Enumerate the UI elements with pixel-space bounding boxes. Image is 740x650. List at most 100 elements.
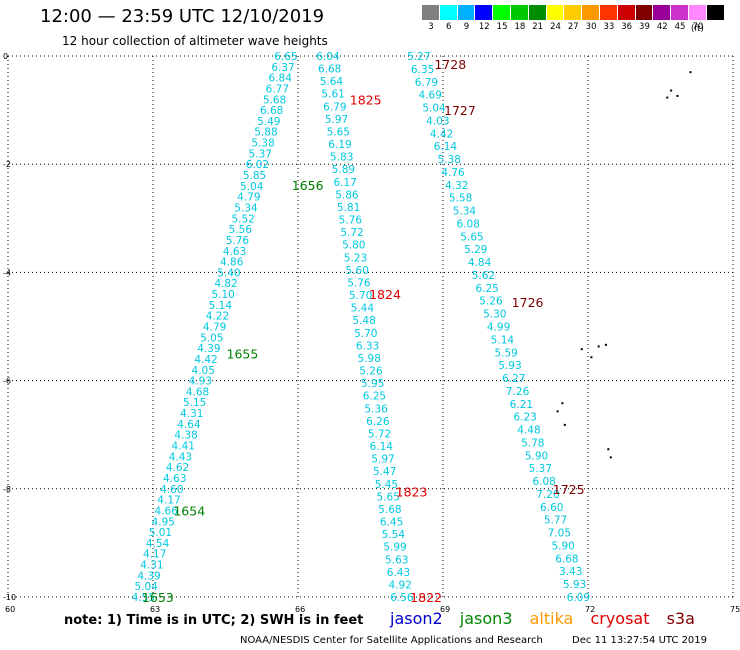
swh-value: 6.14: [434, 141, 458, 153]
swh-value: 6.14: [370, 441, 394, 453]
swh-value: 5.49: [257, 116, 280, 128]
legend-swatch: [599, 5, 618, 20]
swh-value: 5.63: [385, 554, 408, 566]
legend-label: 18: [514, 22, 526, 32]
swh-value: 6.26: [366, 416, 390, 428]
legend-swatch: [457, 5, 476, 20]
swh-value: 5.93: [498, 360, 521, 372]
swh-value: 5.44: [351, 303, 375, 315]
swh-value: 5.56: [229, 224, 253, 236]
swh-value: 5.68: [378, 504, 401, 516]
footer-credit: NOAA/NESDIS Center for Satellite Applica…: [240, 635, 543, 646]
legend-label: 70: [692, 22, 704, 32]
swh-value: 4.63: [163, 473, 186, 485]
jason2-label: jason2: [390, 609, 443, 628]
swh-value: 6.68: [555, 553, 578, 565]
swh-value: 5.14: [491, 334, 515, 346]
swh-value: 6.35: [411, 64, 434, 76]
pass-time-label: 1654: [173, 503, 205, 518]
swh-value: 5.65: [376, 491, 399, 503]
swh-value: 5.61: [321, 89, 344, 101]
swh-value: 4.76: [441, 167, 465, 179]
legend-cell: 36: [617, 5, 636, 32]
swh-value: 6.79: [415, 77, 438, 89]
cryosat-label: cryosat: [590, 609, 650, 628]
swh-value: 5.47: [373, 466, 396, 478]
swh-value: 6.33: [356, 340, 379, 352]
legend-cell: 18: [510, 5, 529, 32]
swh-value: 4.64: [177, 419, 201, 431]
swh-value: 5.76: [226, 235, 250, 247]
swh-value: 5.04: [240, 181, 264, 193]
swh-value: 5.27: [407, 51, 430, 63]
swh-value: 5.45: [375, 479, 398, 491]
legend-label: 45: [674, 22, 686, 32]
legend-swatch: [688, 5, 707, 20]
swh-value: 6.25: [363, 391, 386, 403]
swh-value: 6.08: [532, 476, 555, 488]
legend-label: 30: [585, 22, 597, 32]
swh-value: 4.41: [172, 441, 195, 453]
swh-value: 5.90: [551, 540, 574, 552]
swh-value: 4.69: [419, 90, 442, 102]
swh-value: 5.34: [234, 202, 258, 214]
swh-value: 5.29: [464, 244, 487, 256]
island-mark: [580, 348, 583, 351]
swh-value: 5.37: [529, 463, 552, 475]
lat-tick-label: -6: [3, 377, 11, 386]
swh-value: 5.89: [332, 164, 355, 176]
footer-timestamp: Dec 11 13:27:54 UTC 2019: [572, 635, 708, 646]
lon-tick-label: 72: [585, 605, 595, 614]
swh-value: 5.36: [364, 403, 388, 415]
swh-value: 6.37: [271, 62, 294, 74]
island-mark: [561, 402, 564, 405]
swh-value: 4.79: [237, 192, 260, 204]
lat-tick-label: 0: [3, 52, 8, 61]
legend-swatch: [635, 5, 654, 20]
swh-value: 6.25: [475, 283, 498, 295]
swh-value: 4.55: [132, 592, 155, 604]
legend-swatch: [617, 5, 636, 20]
swh-value: 6.21: [510, 399, 533, 411]
island-mark: [563, 423, 566, 426]
legend-cell: 24: [546, 5, 565, 32]
swh-value: 4.99: [487, 322, 510, 334]
swh-value: 5.76: [347, 277, 371, 289]
swh-value: 5.99: [383, 542, 406, 554]
island-mark: [670, 89, 673, 92]
swh-value: 5.04: [134, 581, 158, 593]
legend-cell: [706, 5, 725, 32]
legend-cell: 3: [422, 5, 440, 32]
legend-swatch: [510, 5, 529, 20]
legend-label: 3: [428, 22, 434, 32]
legend-cell: 45: [671, 5, 689, 32]
swh-value: 6.09: [567, 592, 590, 604]
swh-value: 6.19: [328, 139, 351, 151]
jason3-label: jason3: [459, 609, 513, 628]
lon-tick-label: 69: [440, 605, 450, 614]
lon-tick-label: 75: [730, 605, 740, 614]
swh-value: 5.88: [254, 127, 277, 139]
legend-swatch: [564, 5, 583, 20]
swh-value: 6.23: [513, 412, 536, 424]
swh-value: 6.84: [269, 73, 293, 85]
swh-value: 4.66: [154, 505, 178, 517]
legend-swatch: [546, 5, 565, 20]
swh-value: 5.23: [344, 252, 367, 264]
pass-time-label: 1824: [369, 287, 401, 302]
footer: NOAA/NESDIS Center for Satellite Applica…: [240, 635, 707, 646]
swh-value: 6.77: [266, 83, 289, 95]
swh-value: 4.48: [517, 425, 540, 437]
legend-swatch: [671, 5, 689, 20]
swh-value: 5.86: [335, 189, 359, 201]
swh-value: 5.26: [479, 296, 503, 308]
legend-swatch: [493, 5, 511, 20]
legend-swatch: [422, 5, 440, 20]
swh-value: 5.14: [209, 300, 233, 312]
swh-value: 4.31: [140, 560, 163, 572]
swh-value: 4.63: [223, 246, 246, 258]
swh-value: 4.03: [426, 115, 449, 127]
swh-value: 4.17: [157, 495, 180, 507]
legend-label: 39: [639, 22, 650, 32]
swh-value: 5.78: [521, 437, 544, 449]
